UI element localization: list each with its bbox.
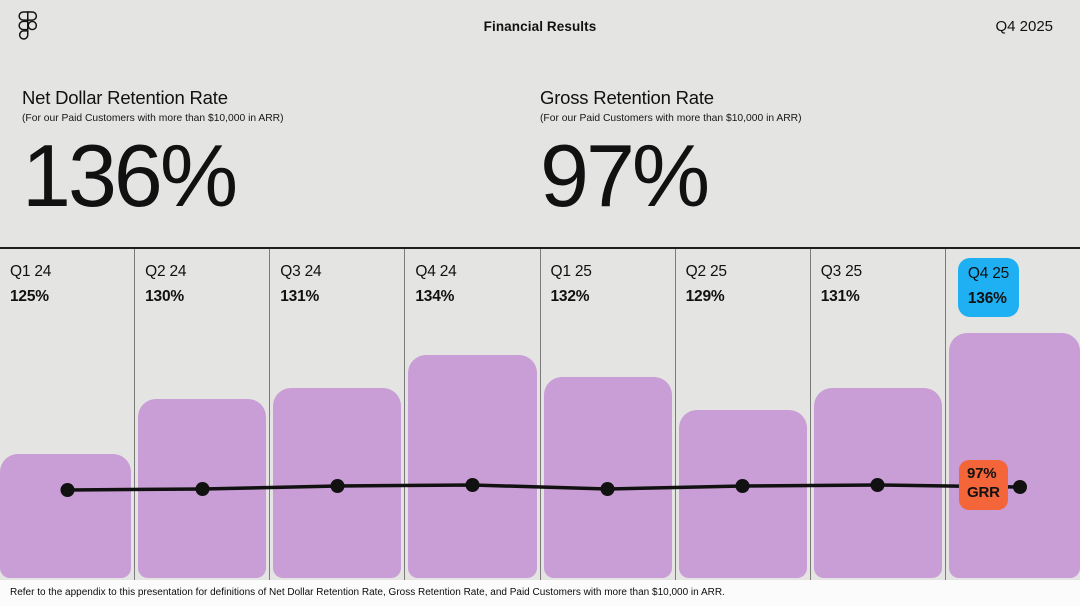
ndr-bar xyxy=(408,355,537,578)
chart-column: Q2 25 129% xyxy=(676,249,811,580)
column-header: Q4 24 134% xyxy=(415,263,456,306)
retention-chart: Q1 24 125% Q2 24 130% Q3 24 131% Q4 24 134% Q1 2… xyxy=(0,247,1080,580)
quarter-label: Q4 24 xyxy=(415,263,457,280)
stat-net-dollar-retention: Net Dollar Retention Rate (For our Paid … xyxy=(22,87,284,225)
ndr-value-label: 134% xyxy=(415,288,455,305)
stat-subtitle: (For our Paid Customers with more than $… xyxy=(540,113,802,124)
grr-line xyxy=(60,478,1027,497)
quarter-label: Q1 25 xyxy=(550,263,592,280)
chart-column: Q4 25 136% xyxy=(946,249,1080,580)
ndr-value-label: 125% xyxy=(10,288,49,305)
column-header: Q3 25 131% xyxy=(821,263,862,306)
slide-title: Financial Results xyxy=(483,19,597,34)
column-header: Q3 24 131% xyxy=(280,263,321,306)
grr-data-point xyxy=(60,483,75,497)
grr-data-point xyxy=(600,482,615,496)
grr-badge-label: GRR xyxy=(967,483,1000,501)
quarter-label: Q3 24 xyxy=(280,263,322,280)
chart-column: Q4 24 134% xyxy=(405,249,541,580)
column-header-highlighted: Q4 25 136% xyxy=(957,258,1020,317)
ndr-value-label: 131% xyxy=(820,288,860,305)
quarter-label: Q2 25 xyxy=(685,263,727,280)
column-header: Q1 25 132% xyxy=(551,263,592,306)
grr-data-point xyxy=(735,479,750,493)
ndr-value-label: 132% xyxy=(550,288,590,305)
ndr-bar xyxy=(678,410,807,578)
ndr-value-label: 136% xyxy=(967,290,1007,307)
grr-data-point xyxy=(870,478,885,492)
column-header: Q2 24 130% xyxy=(145,263,186,306)
ndr-value-label: 129% xyxy=(685,288,725,305)
ndr-bar xyxy=(0,454,132,578)
chart-column: Q1 24 125% xyxy=(0,249,136,580)
stat-value: 97% xyxy=(540,126,710,225)
column-header: Q1 24 125% xyxy=(10,263,51,306)
grr-data-point xyxy=(465,478,480,492)
slide-period: Q4 2025 xyxy=(995,18,1053,35)
ndr-bar xyxy=(543,377,672,578)
stat-gross-retention: Gross Retention Rate (For our Paid Custo… xyxy=(540,87,802,225)
chart-column: Q1 25 132% xyxy=(541,249,676,580)
stat-title: Gross Retention Rate xyxy=(540,87,714,108)
stat-title: Net Dollar Retention Rate xyxy=(22,87,228,108)
footer: Refer to the appendix to this presentati… xyxy=(0,580,1080,606)
stat-subtitle: (For our Paid Customers with more than $… xyxy=(22,113,284,124)
ndr-value-label: 130% xyxy=(145,288,184,305)
quarter-label: Q4 25 xyxy=(967,265,1010,282)
grr-data-point xyxy=(195,482,210,496)
quarter-label: Q3 25 xyxy=(820,263,862,280)
grr-data-point xyxy=(1013,480,1027,494)
footer-note: Refer to the appendix to this presentati… xyxy=(10,587,725,598)
column-header: Q2 25 129% xyxy=(686,263,727,306)
quarter-label: Q2 24 xyxy=(145,263,187,280)
grr-data-point xyxy=(330,479,345,493)
ndr-bar xyxy=(948,333,1080,578)
quarter-label: Q1 24 xyxy=(10,263,52,280)
grr-badge: 97% GRR xyxy=(959,460,1008,510)
ndr-value-label: 131% xyxy=(280,288,320,305)
figma-logo-icon xyxy=(18,11,38,45)
stat-value: 136% xyxy=(22,126,238,225)
grr-badge-value: 97% xyxy=(967,465,997,482)
